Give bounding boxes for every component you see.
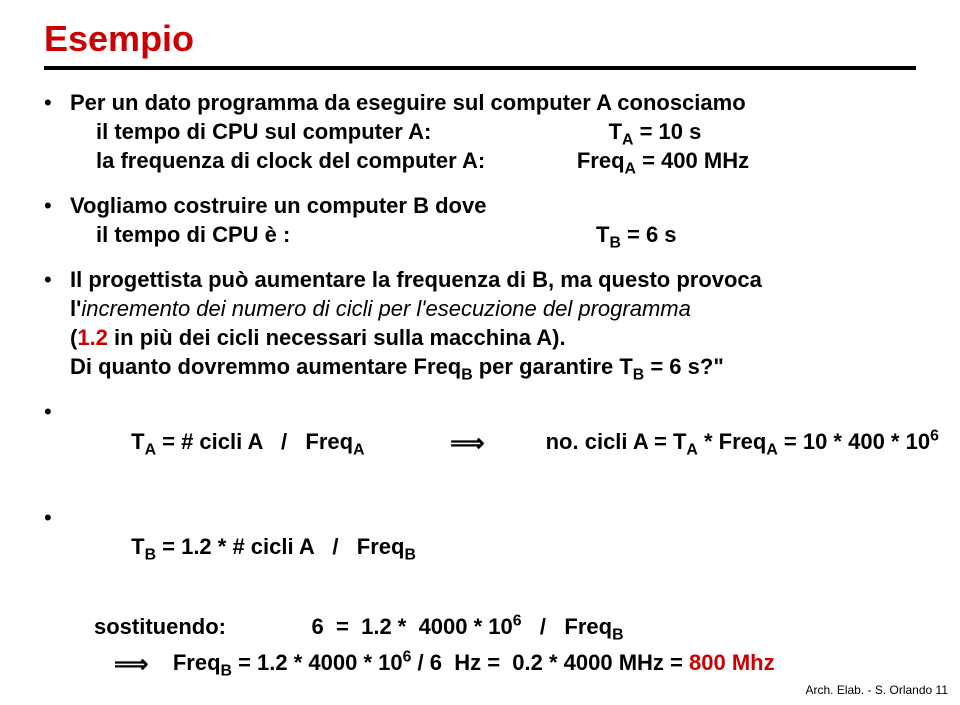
- b1-line1: Per un dato programma da eseguire sul co…: [70, 90, 746, 115]
- bullet-2: • Vogliamo costruire un computer B dove …: [44, 191, 916, 249]
- slide-title: Esempio: [44, 18, 916, 60]
- bullet-dot: •: [44, 397, 70, 487]
- implies-icon: ⟹: [114, 649, 148, 681]
- bullet-dot: •: [44, 265, 70, 381]
- bullet-dot: •: [44, 191, 70, 220]
- bullet-dot: •: [44, 503, 70, 590]
- sub-line2: ⟹ FreqB = 1.2 * 4000 * 106 / 6 Hz = 0.2 …: [94, 647, 916, 679]
- b2-line1: Vogliamo costruire un computer B dove: [70, 193, 486, 218]
- b3-line2: l'incremento dei numero di cicli per l'e…: [70, 296, 691, 321]
- bullet-dot: •: [44, 88, 70, 117]
- b1-line2: il tempo di CPU sul computer A: TA = 10 …: [44, 117, 916, 146]
- implies-icon: ⟹: [450, 428, 484, 460]
- sub-line1: sostituendo: 6 = 1.2 * 4000 * 106 / Freq…: [94, 612, 916, 641]
- bullet-5: • TB = 1.2 * # cicli A / FreqB: [44, 503, 916, 590]
- b3-line1: Il progettista può aumentare la frequenz…: [70, 267, 762, 292]
- bullet-3: • Il progettista può aumentare la freque…: [44, 265, 916, 381]
- b2-line2: il tempo di CPU è : TB = 6 s: [44, 220, 916, 249]
- footer-text: Arch. Elab. - S. Orlando 11: [805, 683, 948, 697]
- content-area: • Per un dato programma da eseguire sul …: [44, 88, 916, 679]
- bullet-4: • TA = # cicli A / FreqA ⟹ no. cicli A =…: [44, 397, 916, 487]
- bullet-1: • Per un dato programma da eseguire sul …: [44, 88, 916, 175]
- substitution-block: sostituendo: 6 = 1.2 * 4000 * 106 / Freq…: [44, 612, 916, 679]
- b3-line4: Di quanto dovremmo aumentare FreqB per g…: [70, 354, 724, 379]
- title-rule: [44, 66, 916, 70]
- b3-line3: (1.2 in più dei cicli necessari sulla ma…: [70, 325, 566, 350]
- b1-line3: la frequenza di clock del computer A: Fr…: [44, 146, 916, 175]
